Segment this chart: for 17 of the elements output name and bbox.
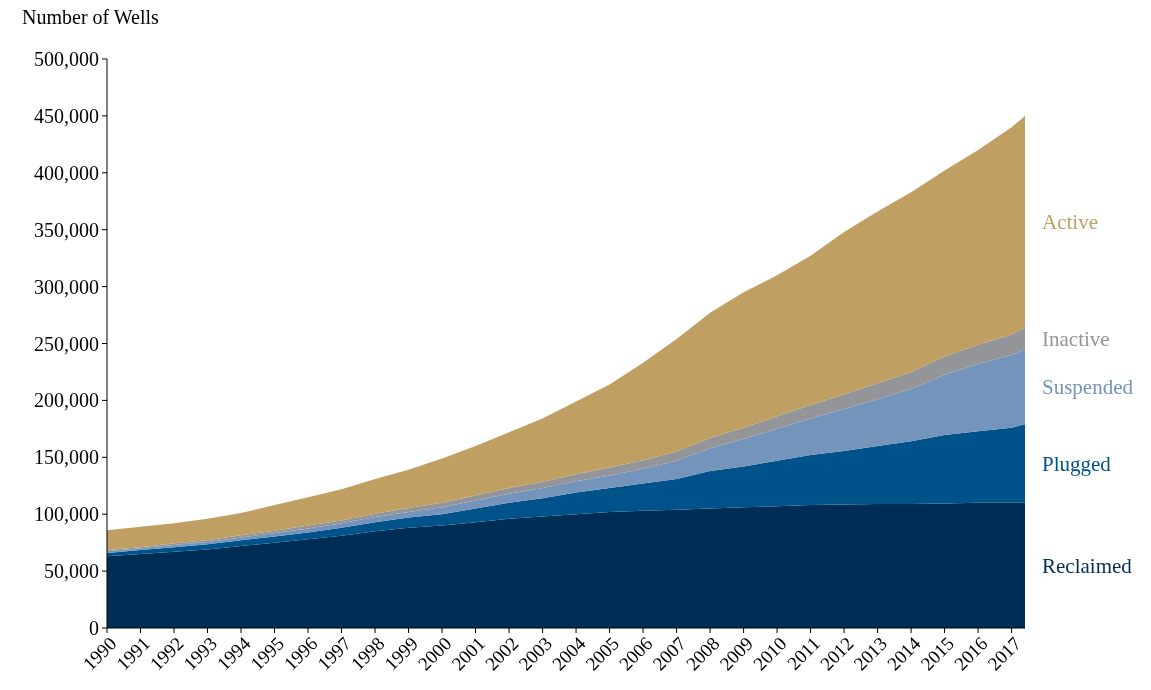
y-tick-label: 450,000 (34, 104, 99, 127)
y-tick-label: 400,000 (34, 161, 99, 184)
y-tick-label: 500,000 (34, 48, 99, 70)
y-tick-label: 50,000 (44, 560, 99, 583)
y-tick-label: 100,000 (34, 503, 99, 526)
y-axis-title: Number of Wells (22, 6, 160, 28)
y-tick-label: 0 (89, 617, 99, 639)
series-label: Suspended (1042, 375, 1134, 400)
y-tick-label: 200,000 (34, 389, 99, 412)
series-label: Plugged (1042, 451, 1112, 476)
y-tick-label: 250,000 (34, 332, 99, 355)
y-tick-label: 350,000 (34, 218, 99, 241)
series-label: Reclaimed (1042, 553, 1133, 578)
series-label: Active (1042, 210, 1098, 235)
series-label: Inactive (1042, 326, 1110, 351)
y-tick-label: 300,000 (34, 275, 99, 298)
y-tick-label: 150,000 (34, 446, 99, 469)
